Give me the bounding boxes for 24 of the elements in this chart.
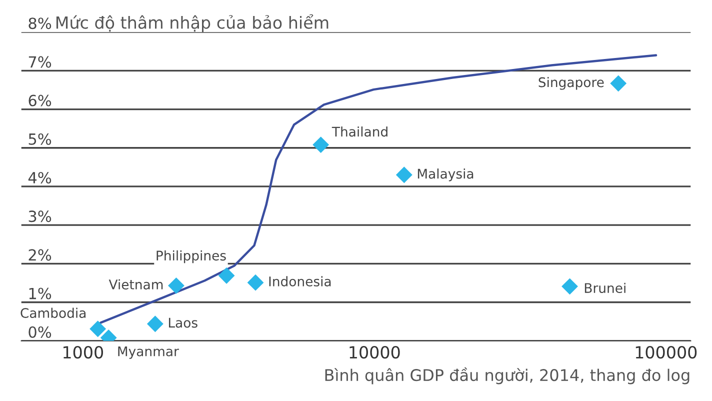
x-axis-title: Bình quân GDP đầu người, 2014, thang đo log <box>325 367 690 384</box>
y-tick-label: 1% <box>29 288 52 300</box>
annotation: Cambodia <box>20 308 86 318</box>
annotation: Singapore <box>538 77 604 90</box>
y-tick-label: 0% <box>28 326 52 338</box>
y-tick-label: 4% <box>28 172 52 184</box>
annotation: Philippines <box>156 250 226 264</box>
y-tick-label: 5% <box>28 133 52 145</box>
y-tick-label: 8% <box>28 18 52 30</box>
y-tick-label: 7% <box>28 56 52 68</box>
annotation: Vietnam <box>108 279 163 290</box>
x-tick-label: 10000 <box>350 346 400 359</box>
y-tick-label: 2% <box>28 249 52 261</box>
y-tick-label: 3% <box>28 210 52 222</box>
y-tick-label: 6% <box>28 94 52 106</box>
annotation: Indonesia <box>269 276 331 286</box>
y-axis-title: Mức độ thâm nhập của bảo hiểm <box>56 14 328 32</box>
annotation: Malaysia <box>418 168 474 182</box>
annotation: Laos <box>168 318 198 328</box>
annotation: Myanmar <box>118 346 179 359</box>
annotation: Brunei <box>584 282 626 294</box>
x-tick-label: 100000 <box>636 346 697 359</box>
x-tick-label: 1000 <box>64 346 103 359</box>
annotation: Thailand <box>332 126 388 137</box>
